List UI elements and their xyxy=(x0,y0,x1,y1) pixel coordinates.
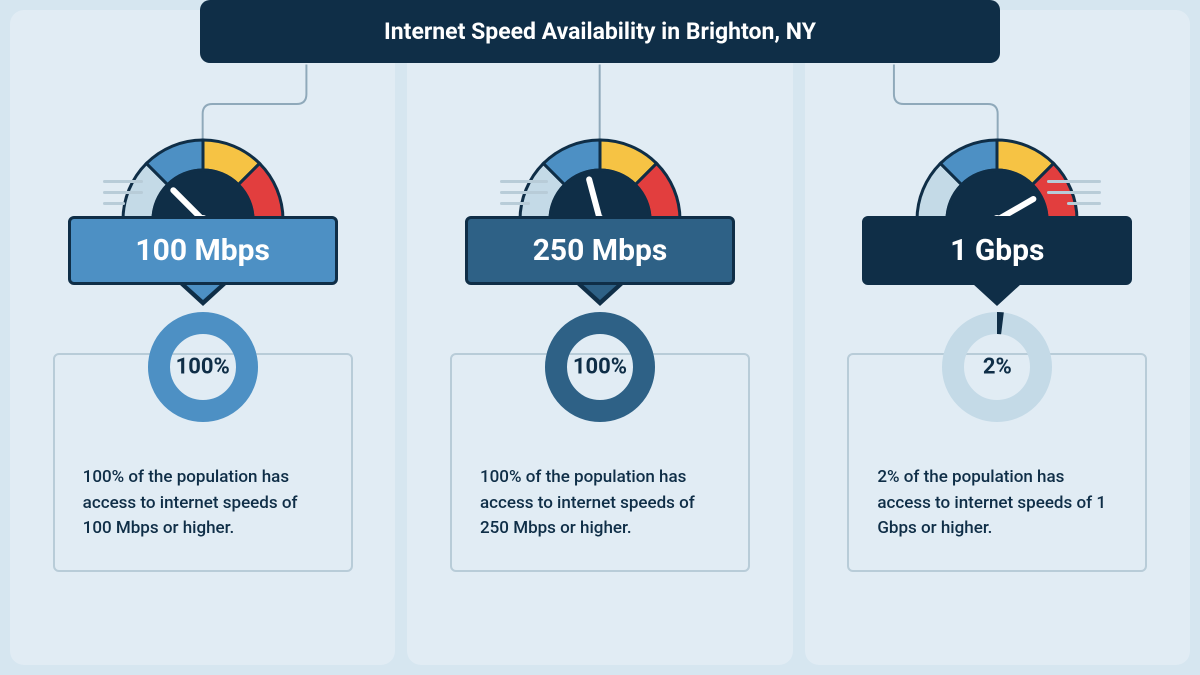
speed-tier-panel: 100 Mbps 100% 100% of the population has… xyxy=(10,10,395,665)
pointer-down-icon xyxy=(973,284,1021,306)
speed-label: 100 Mbps xyxy=(135,233,270,268)
speed-tier-panel: 250 Mbps 100% 100% of the population has… xyxy=(407,10,792,665)
motion-lines-icon xyxy=(103,180,143,213)
description-text: 100% of the population has access to int… xyxy=(83,465,323,542)
percent-value: 100% xyxy=(176,355,230,380)
percent-donut: 100% xyxy=(540,307,660,427)
speed-label-box: 250 Mbps xyxy=(465,216,735,285)
speed-gauge xyxy=(510,130,690,230)
percent-donut: 2% xyxy=(937,307,1057,427)
percent-value: 2% xyxy=(983,355,1012,380)
speed-gauge xyxy=(113,130,293,230)
speed-tier-panel: 1 Gbps 2% 2% of the population has acces… xyxy=(805,10,1190,665)
motion-lines-icon xyxy=(500,180,548,213)
speed-label-box: 1 Gbps xyxy=(862,216,1132,285)
speed-label: 1 Gbps xyxy=(950,233,1044,268)
speed-label-box: 100 Mbps xyxy=(68,216,338,285)
pointer-down-icon xyxy=(576,284,624,306)
motion-lines-icon xyxy=(1047,180,1101,213)
percent-donut: 100% xyxy=(143,307,263,427)
speed-label: 250 Mbps xyxy=(533,233,668,268)
description-text: 2% of the population has access to inter… xyxy=(877,465,1117,542)
pointer-down-icon xyxy=(179,284,227,306)
panels-container: 100 Mbps 100% 100% of the population has… xyxy=(0,0,1200,675)
speed-gauge xyxy=(907,130,1087,230)
title-bar: Internet Speed Availability in Brighton,… xyxy=(200,0,1000,63)
page-title: Internet Speed Availability in Brighton,… xyxy=(384,18,816,45)
percent-value: 100% xyxy=(573,355,627,380)
description-text: 100% of the population has access to int… xyxy=(480,465,720,542)
